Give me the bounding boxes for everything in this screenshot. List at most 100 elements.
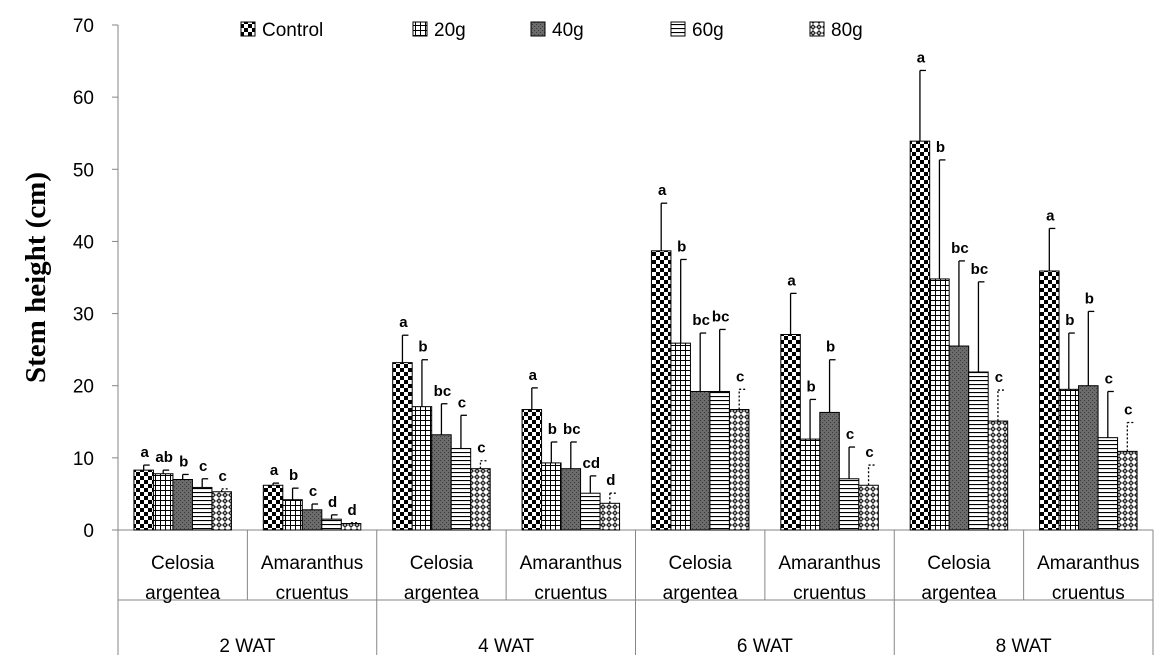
bar [987, 420, 1009, 531]
significance-letter: c [736, 368, 744, 385]
bar [411, 406, 433, 531]
category-label-line1: Celosia [151, 553, 215, 574]
category-label-line2: argentea [404, 583, 479, 604]
bar [650, 250, 672, 531]
legend-entry: 60g [692, 20, 724, 41]
legend-swatch [412, 21, 428, 37]
bar [599, 502, 621, 531]
significance-letter: b [1065, 312, 1074, 329]
significance-letter: d [606, 472, 615, 489]
category-label-line2: cruentus [793, 583, 866, 604]
bar [1058, 388, 1080, 531]
significance-letter: b [418, 339, 427, 356]
bar [1117, 450, 1138, 531]
group-label: 2 WAT [219, 636, 275, 655]
significance-letter: bc [951, 240, 969, 257]
significance-letter: c [458, 394, 466, 411]
significance-letter: b [548, 421, 557, 438]
category-label-line1: Amaranthus [778, 553, 880, 574]
bar [780, 333, 801, 531]
bar [450, 447, 472, 531]
significance-letter: c [846, 426, 854, 443]
group-label: 8 WAT [996, 636, 1052, 655]
y-tick-label: 60 [73, 88, 94, 109]
bar-series: aaaaaaaaabbbbbbbbbcbcbcbcbbcbcdccdbccbcc… [133, 49, 1138, 531]
bar [929, 278, 950, 531]
bar [191, 486, 213, 531]
significance-letter: c [1124, 402, 1132, 419]
category-label-line1: Celosia [927, 553, 991, 574]
significance-letter: b [1085, 290, 1094, 307]
significance-letter: a [1046, 207, 1055, 224]
legend: Control 20g 40g 60g 80g [240, 20, 863, 41]
significance-letter: c [865, 444, 873, 461]
legend-swatch [670, 21, 686, 37]
significance-letter: d [328, 494, 337, 511]
y-tick-label: 30 [73, 305, 94, 326]
significance-letter: c [1105, 370, 1113, 387]
significance-letter: c [995, 369, 1003, 386]
category-label-line1: Celosia [410, 553, 474, 574]
significance-letter: bc [971, 261, 989, 278]
significance-letter: c [219, 468, 227, 485]
bar [1078, 385, 1099, 531]
bar [909, 140, 931, 531]
bar [133, 469, 154, 531]
bar [392, 362, 413, 531]
significance-letter: a [399, 314, 408, 331]
y-tick-label: 70 [73, 16, 94, 37]
bar [799, 438, 821, 531]
bar [282, 499, 303, 531]
category-label-line2: cruentus [534, 583, 607, 604]
y-tick-label: 10 [73, 449, 94, 470]
bar [152, 473, 174, 531]
y-axis-title: Stem height (cm) [20, 172, 52, 383]
bar [1039, 270, 1060, 531]
bar [968, 371, 989, 531]
significance-letter: a [270, 462, 279, 479]
bar [262, 484, 284, 531]
significance-letter: bc [434, 383, 452, 400]
significance-letter: c [309, 483, 317, 500]
y-tick-label: 40 [73, 232, 94, 253]
legend-swatch [240, 21, 256, 37]
category-label-line2: argentea [663, 583, 738, 604]
bar [541, 462, 562, 531]
significance-letter: c [199, 458, 207, 475]
bar [709, 390, 730, 531]
significance-letter: ab [155, 449, 173, 466]
significance-letter: b [826, 339, 835, 356]
significance-letter: bc [692, 312, 710, 329]
bar [580, 492, 601, 531]
bar [340, 523, 362, 531]
significance-letter: a [529, 367, 538, 384]
bar [838, 478, 860, 531]
significance-letter: a [787, 272, 796, 289]
bar [560, 468, 582, 531]
y-tick-label: 50 [73, 160, 94, 181]
significance-letter: d [347, 502, 356, 519]
significance-letter: b [289, 467, 298, 484]
legend-entry: Control [262, 20, 323, 41]
bar [1097, 437, 1119, 531]
category-label-line2: cruentus [1052, 583, 1125, 604]
category-label-line1: Amaranthus [520, 553, 622, 574]
group-label: 6 WAT [737, 636, 793, 655]
significance-letter: b [179, 453, 188, 470]
y-axis-label: Stem height (cm) [20, 172, 52, 383]
category-label-line1: Celosia [669, 553, 733, 574]
bar [689, 390, 711, 531]
category-label-line1: Amaranthus [261, 553, 363, 574]
category-label-line1: Amaranthus [1037, 553, 1139, 574]
bar [431, 434, 452, 531]
significance-letter: c [477, 440, 485, 457]
significance-letter: cd [583, 455, 601, 472]
bar [948, 345, 970, 531]
bar [301, 509, 323, 531]
category-label-line2: argentea [145, 583, 220, 604]
bar [670, 342, 691, 531]
bar [858, 484, 879, 531]
y-tick-label: 20 [73, 377, 94, 398]
legend-swatch [809, 21, 825, 37]
